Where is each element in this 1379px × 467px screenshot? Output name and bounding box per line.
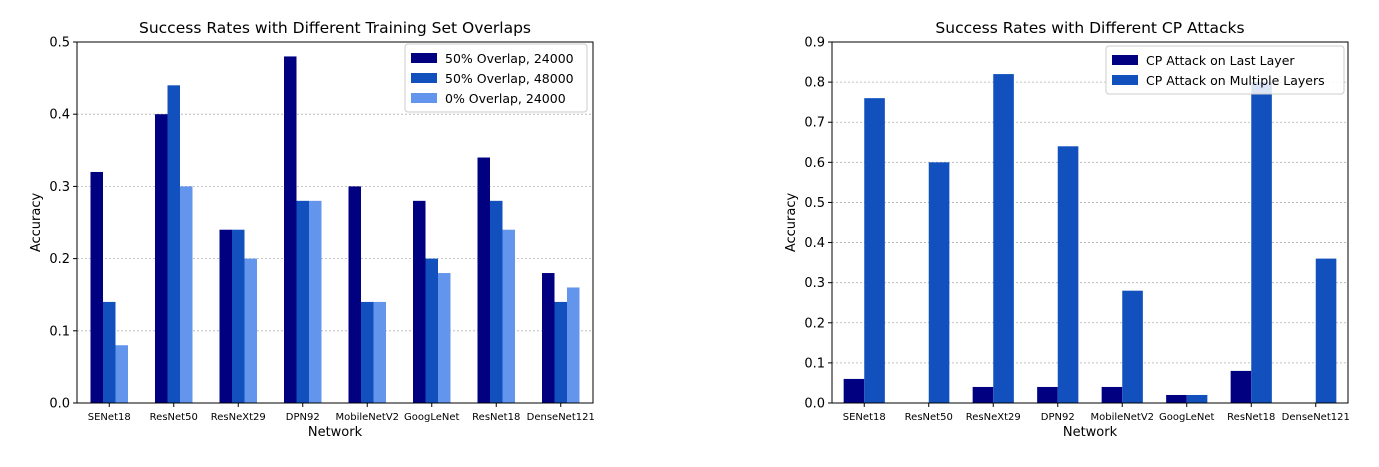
bar-2-mobilenetv2 [1122,290,1143,403]
x-tick-label: DenseNet121 [527,412,595,423]
bar-2-googlenet [425,258,438,403]
y-tick-label: 0.1 [49,324,70,339]
bar-2-densenet121 [554,301,567,403]
x-tick-label: GoogLeNet [404,412,460,423]
plot-frame [831,41,1349,404]
legend-label-2: CP Attack on Multiple Layers [1146,73,1325,88]
y-tick-label: 0.8 [804,76,825,91]
x-tick-label: MobileNetV2 [1090,412,1154,423]
y-tick-label: 0.0 [49,397,70,412]
bar-1-resnext29 [972,386,994,403]
y-tick-label: 0.5 [49,36,70,51]
legend-box [404,43,588,113]
bar-2-senet18 [103,301,116,403]
x-tick-label: DPN92 [286,412,320,423]
y-tick-label: 0.7 [804,116,825,131]
legend-label-1: 50% Overlap, 24000 [445,51,574,66]
bar-2-dpn92 [296,200,309,403]
bar-1-densenet121 [542,273,555,403]
y-tick-label: 0.1 [804,356,825,371]
bar-1-resnet18 [477,157,490,403]
bar-3-resnet18 [502,229,515,403]
legend-label-2: 50% Overlap, 48000 [445,71,574,86]
bar-2-densenet121 [1315,258,1337,403]
bar-1-resnext29 [219,229,232,403]
bar-2-senet18 [864,98,885,404]
bar-2-resnet50 [928,162,950,403]
y-axis-label: Accuracy [29,193,44,253]
bar-1-senet18 [90,171,103,403]
bar-3-resnet50 [180,186,193,403]
legend-swatch-1 [1112,55,1138,65]
bar-1-googlenet [413,200,426,403]
y-tick-label: 0.4 [49,108,70,123]
x-tick-label: ResNet18 [1227,412,1275,423]
y-tick-label: 0.5 [804,196,825,211]
legend-swatch-2 [1112,75,1138,85]
plot-frame [76,41,594,404]
bar-1-mobilenetv2 [348,186,361,403]
x-tick-label: SENet18 [843,412,886,423]
legend-box [1105,45,1345,95]
y-tick-label: 0.2 [49,252,70,267]
x-tick-label: DPN92 [1041,412,1075,423]
bar-2-resnet50 [167,85,180,403]
chart-cp-attacks: 0.0 0.1 0.2 0.3 0.4 0.5 0.6 0.7 0.8 0.9 SENet18 Res… [784,19,1350,440]
x-axis-label: Network [308,425,363,440]
x-tick-label: SENet18 [88,412,131,423]
x-tick-label: ResNet50 [905,412,953,423]
bar-2-mobilenetv2 [361,301,374,403]
bar-3-mobilenetv2 [373,301,386,403]
y-tick-label: 0.3 [49,180,70,195]
bar-1-resnet50 [155,114,168,403]
y-tick-label: 0.2 [804,316,825,331]
y-tick-label: 0.6 [804,156,825,171]
bar-3-dpn92 [309,200,322,403]
y-tick-label: 0.3 [804,276,825,291]
bar-3-senet18 [115,345,128,403]
bar-3-densenet121 [567,287,580,403]
bar-3-resnext29 [244,258,257,403]
x-tick-label: ResNeXt29 [211,412,266,423]
chart-training-set-overlaps: 0.0 0.1 0.2 0.3 0.4 0.5 SENet18 ResNet50 ResNeXt… [29,19,595,440]
x-tick-label: ResNeXt29 [966,412,1021,423]
x-tick-label: ResNet50 [150,412,198,423]
bar-2-googlenet [1186,394,1208,403]
legend-swatch-2 [411,73,437,83]
bar-1-senet18 [843,378,865,403]
y-tick-label: 0.0 [804,397,825,412]
y-tick-label: 0.4 [804,236,825,251]
legend-swatch-1 [411,53,437,63]
legend-swatch-3 [411,93,437,103]
chart-title: Success Rates with Different CP Attacks [935,19,1244,37]
bar-1-resnet18 [1230,370,1252,403]
y-tick-label: 0.9 [804,36,825,51]
bar-2-resnet18 [1251,82,1272,403]
legend-label-1: CP Attack on Last Layer [1146,53,1295,68]
x-tick-label: ResNet18 [472,412,520,423]
bar-1-googlenet [1166,394,1187,403]
bar-3-googlenet [438,273,451,403]
y-axis-label: Accuracy [784,193,799,253]
bar-2-dpn92 [1057,146,1079,404]
x-tick-label: DenseNet121 [1282,412,1350,423]
x-tick-label: MobileNetV2 [335,412,399,423]
x-tick-label: GoogLeNet [1159,412,1215,423]
bar-1-mobilenetv2 [1101,386,1123,403]
bar-1-dpn92 [284,56,297,403]
bar-2-resnext29 [232,229,245,403]
x-axis-label: Network [1063,425,1118,440]
legend-label-3: 0% Overlap, 24000 [445,91,566,106]
bar-2-resnet18 [490,200,503,403]
bar-2-resnext29 [993,74,1014,403]
chart-title: Success Rates with Different Training Se… [139,19,531,37]
bar-1-dpn92 [1037,386,1058,403]
